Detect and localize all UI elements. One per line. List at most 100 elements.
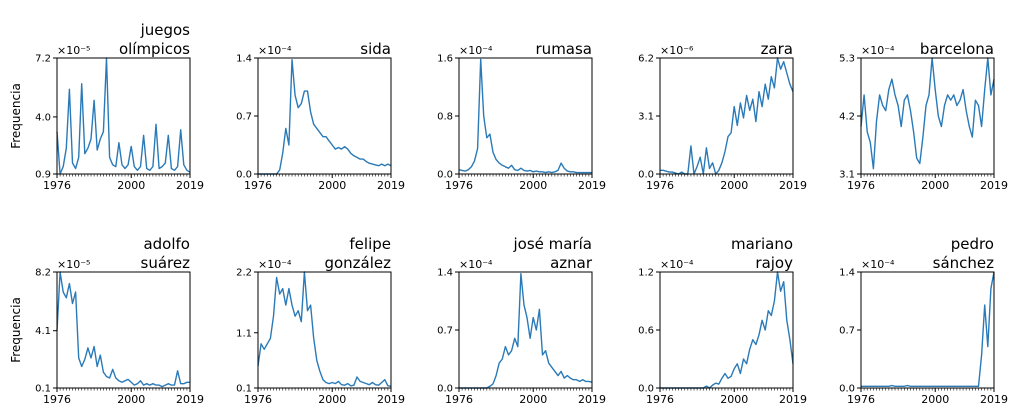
panel-1-title: juegos olímpicos — [119, 21, 190, 58]
panel-5-y-tick-label: 3.1 — [839, 170, 855, 181]
panel-2-x-tick-label: 2019 — [377, 179, 405, 192]
panel-10-series-line — [861, 271, 995, 387]
panel-10-y-tick-label: 1.4 — [839, 268, 855, 279]
panel-1-x-tick-label: 2000 — [117, 179, 145, 192]
panel-4-x-tick-label: 2019 — [779, 179, 807, 192]
panel-5-y-tick-label: 5.3 — [839, 54, 855, 65]
panel-2-title: sida — [360, 40, 391, 58]
panel-8-y-tick-label: 0.7 — [437, 326, 453, 337]
panel-4-title: zara — [761, 40, 793, 58]
panel-9-y-tick-label: 0.0 — [638, 384, 654, 395]
panel-9-exponent-label: ×10⁻⁴ — [660, 258, 694, 271]
panel-7-title: felipe gonzález — [324, 235, 391, 272]
panel-6-series-line — [56, 271, 190, 388]
panel-6-y-tick-label: 4.1 — [35, 326, 51, 337]
panel-6-axes-frame — [56, 271, 191, 389]
panel-1-y-tick-label: 0.9 — [35, 170, 51, 181]
panel-7-exponent-label: ×10⁻⁴ — [258, 258, 292, 271]
panel-9-x-tick-label: 1976 — [646, 393, 674, 406]
panel-2-x-tick-label: 2000 — [318, 179, 346, 192]
panel-9-axes-frame — [659, 271, 794, 389]
panel-8-y-tick-label: 1.4 — [437, 268, 453, 279]
panel-10-x-tick-label: 2000 — [921, 393, 949, 406]
panel-5-x-tick-label: 2019 — [980, 179, 1008, 192]
panel-10-title-line: sánchez — [933, 254, 994, 272]
panel-10-exponent-label: ×10⁻⁴ — [861, 258, 895, 271]
panel-9-y-tick-label: 1.2 — [638, 268, 654, 279]
panel-10-x-tick-label: 2019 — [980, 393, 1008, 406]
panel-9-series-line — [660, 271, 794, 389]
panel-5-x-tick-label: 2000 — [921, 179, 949, 192]
panel-8-series-line — [459, 273, 593, 389]
panel-7-title-line: gonzález — [324, 254, 391, 272]
panel-10-y-tick-label: 0.0 — [839, 384, 855, 395]
panel-4-y-tick-label: 6.2 — [638, 54, 654, 65]
panel-4-series-line — [660, 57, 794, 175]
panel-1-title-line: olímpicos — [119, 40, 190, 58]
panel-6-x-tick-label: 1976 — [43, 393, 71, 406]
y-axis-label-row-1: Frequencia — [9, 83, 23, 149]
panel-1-x-tick-label: 1976 — [43, 179, 71, 192]
panel-3-exponent-label: ×10⁻⁴ — [459, 44, 493, 57]
panel-6-x-tick-label: 2019 — [176, 393, 204, 406]
panel-3-x-tick-label: 2000 — [519, 179, 547, 192]
panel-5-exponent-label: ×10⁻⁴ — [861, 44, 895, 57]
panel-1-y-tick-label: 7.2 — [35, 54, 51, 65]
panel-10-y-tick-label: 0.7 — [839, 326, 855, 337]
panel-4-x-tick-label: 1976 — [646, 179, 674, 192]
panel-2-exponent-label: ×10⁻⁴ — [258, 44, 292, 57]
panel-8-title: josé maría aznar — [513, 235, 593, 272]
panel-2-series-line — [258, 59, 392, 175]
panel-4-exponent-label: ×10⁻⁶ — [660, 44, 694, 57]
panel-8-axes-frame — [458, 271, 593, 389]
panel-2-y-tick-label: 1.4 — [236, 54, 252, 65]
panel-8-y-tick-label: 0.0 — [437, 384, 453, 395]
panel-9-title-line: mariano — [731, 235, 793, 253]
panel-7-series-line — [257, 271, 392, 387]
panel-10-x-tick-label: 1976 — [847, 393, 875, 406]
panel-1-y-tick-label: 4.0 — [35, 112, 51, 123]
panel-6-title-line: suárez — [141, 254, 191, 272]
panel-7-x-tick-label: 2019 — [377, 393, 405, 406]
panel-4-title-line: zara — [761, 40, 793, 58]
panel-3-x-tick-label: 2019 — [578, 179, 606, 192]
panel-8-title-line: josé maría — [513, 235, 593, 253]
panel-6-x-tick-label: 2000 — [117, 393, 145, 406]
panel-7-y-tick-label: 2.2 — [236, 268, 252, 279]
panel-9-title-line: rajoy — [755, 254, 793, 272]
panel-10-title-line: pedro — [951, 235, 994, 253]
panel-7-y-tick-label: 1.1 — [236, 328, 252, 339]
panel-1-axes-frame — [56, 57, 191, 175]
panel-6-exponent-label: ×10⁻⁵ — [57, 258, 90, 271]
panel-9-x-tick-label: 2019 — [779, 393, 807, 406]
panel-9-title: mariano rajoy — [731, 235, 793, 272]
panel-2-title-line: sida — [360, 40, 391, 58]
panel-6-y-tick-label: 8.2 — [35, 268, 51, 279]
panel-6-title-line: adolfo — [143, 235, 190, 253]
panel-4-x-tick-label: 2000 — [720, 179, 748, 192]
panel-4-y-tick-label: 3.1 — [638, 112, 654, 123]
panel-1-exponent-label: ×10⁻⁵ — [57, 44, 90, 57]
panel-3-y-tick-label: 0.0 — [437, 170, 453, 181]
panel-3-y-tick-label: 0.8 — [437, 112, 453, 123]
panel-4-y-tick-label: 0.0 — [638, 170, 654, 181]
panel-7-axes-frame — [257, 271, 392, 389]
panel-2-y-tick-label: 0.0 — [236, 170, 252, 181]
panel-2-y-tick-label: 0.7 — [236, 112, 252, 123]
panel-10-axes-frame — [860, 271, 995, 389]
panel-8-x-tick-label: 2000 — [519, 393, 547, 406]
y-axis-label-row-2: Frequencia — [9, 297, 23, 363]
panel-7-title-line: felipe — [349, 235, 391, 253]
panel-3-title: rumasa — [536, 40, 592, 58]
panel-3-x-tick-label: 1976 — [445, 179, 473, 192]
panel-1-x-tick-label: 2019 — [176, 179, 204, 192]
panel-9-y-tick-label: 0.6 — [638, 326, 654, 337]
panel-7-y-tick-label: 0.1 — [236, 384, 252, 395]
panel-7-x-tick-label: 2000 — [318, 393, 346, 406]
panel-8-title-line: aznar — [550, 254, 593, 272]
panel-7-x-tick-label: 1976 — [244, 393, 272, 406]
panel-5-title: barcelona — [920, 40, 994, 58]
panel-5-title-line: barcelona — [920, 40, 994, 58]
